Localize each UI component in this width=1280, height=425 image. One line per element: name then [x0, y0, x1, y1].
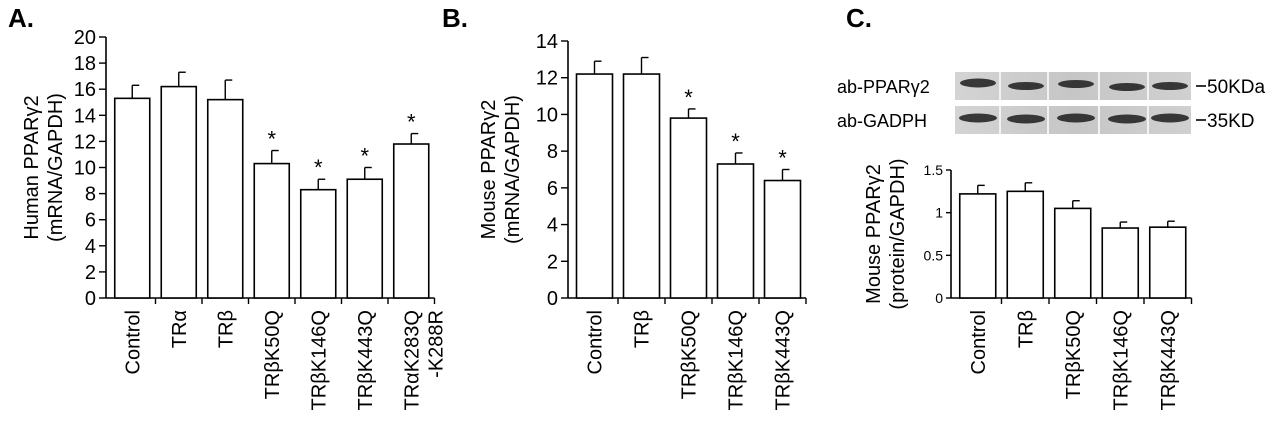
panel-letter: A.	[8, 3, 34, 33]
blot-band	[1057, 113, 1095, 123]
blot-band	[1151, 113, 1189, 123]
bar	[622, 73, 661, 299]
y-axis-label: Mouse PPARγ2	[478, 100, 500, 240]
category-label: TRβK146Q	[308, 310, 330, 410]
bar	[299, 188, 337, 299]
bar	[669, 117, 708, 299]
bar	[1101, 227, 1140, 299]
y-axis-label: (mRNA/GAPDH)	[45, 93, 67, 242]
significance-marker: *	[267, 127, 276, 152]
category-label: TRαK283Q	[401, 310, 423, 411]
category-label: TRα	[169, 310, 191, 348]
panel-b: B. 0 2 4 6 8 10 12 14 Mouse PPARγ2 (mRNA/GAPDH) Con…	[442, 3, 807, 410]
y-axis-label: Human PPARγ2	[21, 95, 43, 239]
y-tick-label: 18	[74, 53, 96, 75]
panel-letter: B.	[442, 3, 468, 33]
category-label: TRβK146Q	[1110, 310, 1132, 410]
blot-band	[1008, 82, 1044, 90]
y-tick-label: 10	[536, 104, 558, 126]
bar	[1006, 190, 1045, 299]
bar	[253, 162, 291, 299]
y-axis-label: (protein/GAPDH)	[887, 158, 909, 309]
y-tick-label: 10	[74, 158, 96, 180]
y-tick-label: 8	[547, 141, 558, 163]
blot-band	[1007, 114, 1045, 124]
y-tick-label: 1.5	[924, 162, 944, 178]
significance-marker: *	[731, 129, 740, 154]
blot-band	[959, 113, 997, 123]
y-tick-label: 0.5	[924, 247, 944, 263]
panel-a: A. 0 2 4 6 8 10 12 14 16 18 20 Human PPARγ2 (mRNA/GAP…	[8, 3, 447, 411]
y-tick-label: 0	[935, 290, 943, 306]
bar	[716, 163, 755, 299]
significance-marker: *	[360, 144, 369, 169]
y-tick-label: 6	[85, 210, 96, 232]
panel-c: C. 0 0.5 1 1.5 Mouse PPARγ2 (protein/GAPDH) Con…	[837, 3, 1266, 410]
y-tick-label: 2	[547, 251, 558, 273]
molecular-weight-marker: 35KD	[1207, 111, 1255, 132]
significance-marker: *	[314, 155, 323, 180]
category-label: TRβK443Q	[773, 310, 795, 410]
category-label: TRβK50Q	[1063, 310, 1085, 399]
category-label: TRβ	[215, 310, 237, 348]
significance-marker: *	[407, 110, 416, 135]
blot-row-label: ab-GADPH	[837, 111, 927, 131]
blot-row-label: ab-PPARγ2	[837, 77, 930, 97]
category-label: TRβK50Q	[679, 310, 701, 399]
category-label: TRβK146Q	[726, 310, 748, 410]
bar	[113, 97, 151, 299]
blot-band	[1108, 114, 1146, 124]
y-tick-label: 0	[85, 288, 96, 310]
bar	[1148, 226, 1187, 299]
y-tick-label: 4	[85, 236, 96, 258]
bar	[346, 178, 384, 299]
blot-band	[1109, 83, 1145, 91]
bar	[160, 85, 198, 299]
category-label: TRβ	[1015, 310, 1037, 348]
panel-letter: C.	[846, 3, 872, 33]
y-tick-label: 6	[547, 178, 558, 200]
bar	[1053, 207, 1092, 299]
y-tick-label: 12	[74, 131, 96, 153]
y-axis-label: (mRNA/GAPDH)	[502, 95, 524, 244]
blot-band	[1058, 80, 1094, 88]
category-label: TRβK443Q	[355, 310, 377, 410]
y-tick-label: 4	[547, 215, 558, 237]
category-label: Control	[122, 310, 144, 374]
significance-marker: *	[778, 146, 787, 171]
y-axis-label: Mouse PPARγ2	[863, 164, 885, 304]
bar	[206, 98, 244, 299]
category-label: TRβK50Q	[262, 310, 284, 399]
category-label: -K288R	[425, 310, 447, 378]
y-tick-label: 2	[85, 262, 96, 284]
y-tick-label: 16	[74, 79, 96, 101]
blot-band	[1152, 82, 1188, 90]
category-label: TRβ	[632, 310, 654, 348]
bar	[575, 73, 614, 299]
molecular-weight-marker: 50KDa	[1207, 77, 1266, 98]
y-tick-label: 14	[74, 105, 96, 127]
y-tick-label: 0	[547, 288, 558, 310]
category-label: Control	[968, 310, 990, 374]
category-label: Control	[585, 310, 607, 374]
y-tick-label: 20	[74, 27, 96, 49]
bar	[763, 179, 802, 299]
bar	[958, 193, 997, 299]
blot-band	[960, 78, 996, 88]
bar	[392, 143, 430, 299]
y-tick-label: 14	[536, 31, 558, 53]
y-tick-label: 1	[935, 205, 943, 221]
y-tick-label: 12	[536, 68, 558, 90]
y-tick-label: 8	[85, 184, 96, 206]
significance-marker: *	[684, 85, 693, 110]
category-label: TRβK443Q	[1158, 310, 1180, 410]
